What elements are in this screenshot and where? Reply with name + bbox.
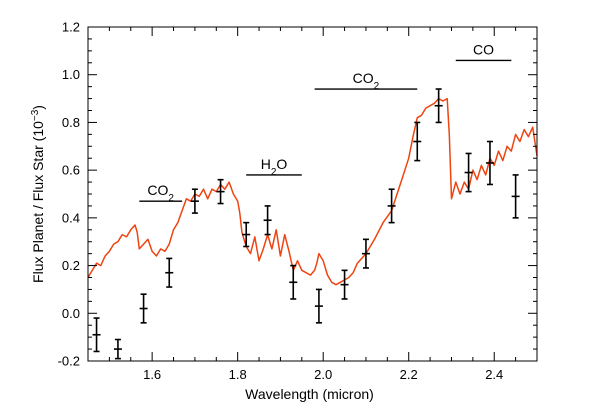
axes-layer: 1.6 1.8 2.0 2.2 2.4 -0.2 0.0 0.2 0.4 0.6 0.8 1.0 1.2 <box>58 20 538 382</box>
y-tick-label: 0.6 <box>62 163 80 178</box>
data-point <box>511 174 520 219</box>
y-axis-label-exponent: −3 <box>30 109 41 121</box>
data-point <box>139 293 148 324</box>
data-point <box>263 205 272 236</box>
annotations-layer: CO2 H2O CO2 CO <box>139 41 512 204</box>
annotation-label: H2O <box>261 156 288 178</box>
data-points-layer <box>92 88 520 360</box>
data-point <box>113 338 122 360</box>
y-tick-label: 1.0 <box>62 67 80 82</box>
data-point <box>464 152 473 193</box>
y-axis-label-close: ) <box>30 105 46 110</box>
data-point <box>485 140 494 186</box>
annotation-co2-a: CO2 <box>139 182 183 204</box>
x-tick-label: 1.8 <box>229 367 247 382</box>
x-axis-label: Wavelength (micron) <box>245 386 374 402</box>
model-spectrum-line <box>87 97 538 286</box>
data-point <box>165 257 174 288</box>
model-spectrum-layer <box>87 97 538 286</box>
y-tick-label: 0.4 <box>62 210 80 225</box>
annotation-label: CO <box>473 41 494 57</box>
data-point <box>92 317 101 353</box>
data-point <box>242 221 251 248</box>
y-axis-label: Flux Planet / Flux Star (10−3) <box>30 105 47 283</box>
data-point <box>434 88 443 124</box>
data-point <box>361 238 370 269</box>
data-point <box>190 188 199 214</box>
y-tick-label: 0.0 <box>62 306 80 321</box>
data-point <box>413 121 422 162</box>
data-point <box>387 188 396 224</box>
x-tick-label: 2.4 <box>485 367 503 382</box>
y-tick-label: 1.2 <box>62 20 80 35</box>
x-tick-label: 2.0 <box>314 367 332 382</box>
annotation-h2o: H2O <box>246 156 302 178</box>
y-tick-label: -0.2 <box>58 354 80 369</box>
annotation-label: CO2 <box>147 182 174 204</box>
y-tick-label: 0.8 <box>62 115 80 130</box>
y-axis-label-main: Flux Planet / Flux Star (10 <box>30 121 46 283</box>
data-point <box>216 178 225 205</box>
data-point <box>289 264 298 300</box>
annotation-co2-b: CO2 <box>314 70 418 92</box>
x-tick-label: 2.2 <box>400 367 418 382</box>
y-tick-label: 0.2 <box>62 258 80 273</box>
annotation-co: CO <box>455 41 512 62</box>
annotation-label: CO2 <box>353 70 380 92</box>
data-point <box>340 269 349 300</box>
x-tick-label: 1.6 <box>143 367 161 382</box>
data-point <box>314 288 323 324</box>
